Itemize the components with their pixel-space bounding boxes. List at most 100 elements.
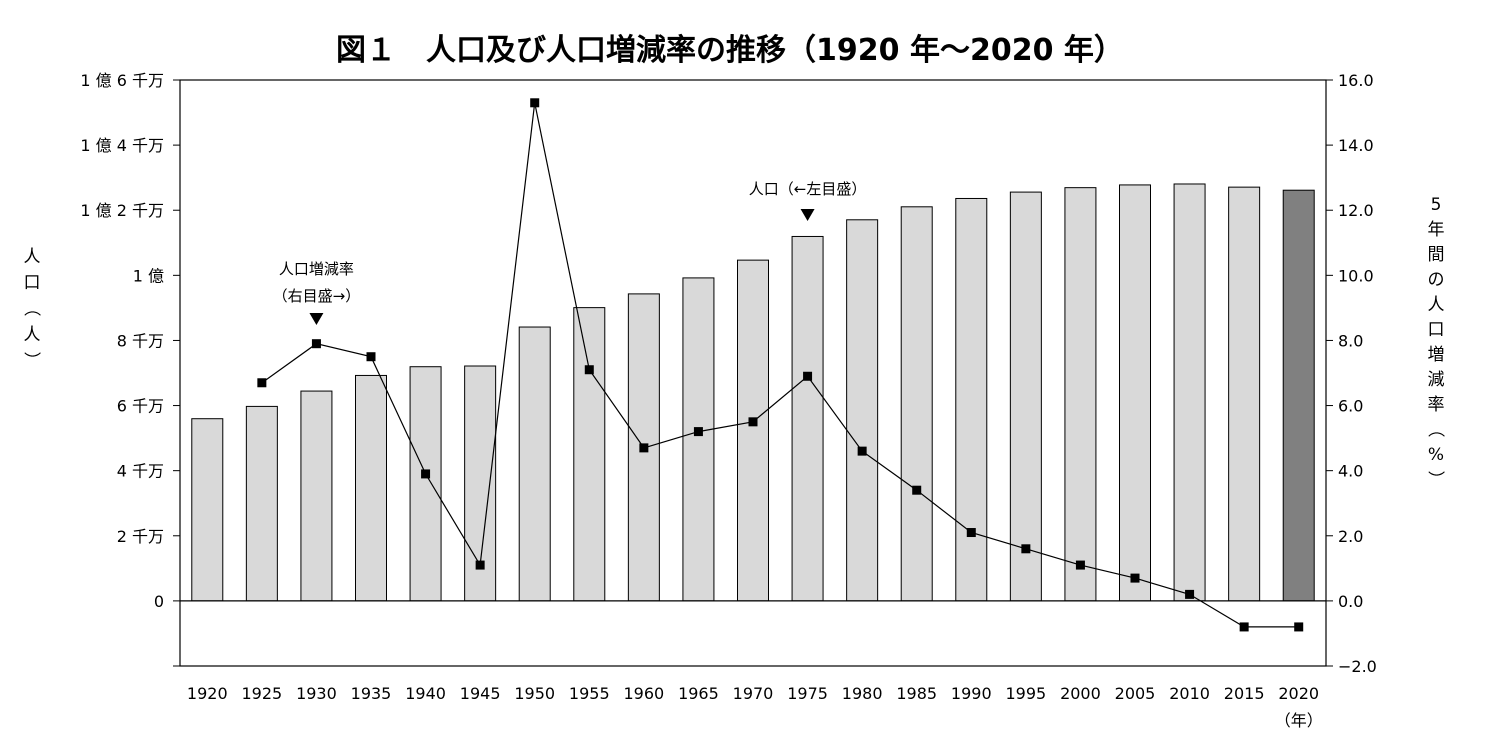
left-axis-label-char: 人 <box>24 247 41 267</box>
rate-point-1940 <box>421 469 431 479</box>
x-tick-label-1985: 1985 <box>896 684 937 703</box>
x-tick-label-1995: 1995 <box>1005 684 1046 703</box>
right-tick-label: 14.0 <box>1338 136 1374 155</box>
bar-1955 <box>573 307 606 602</box>
rate-point-1930 <box>311 339 321 349</box>
x-tick-label-1920: 1920 <box>187 684 228 703</box>
right-tick-label: 8.0 <box>1338 331 1363 350</box>
left-tick-label: 1 億 4 千万 <box>80 136 164 155</box>
right-axis-label-char: 5 <box>1431 195 1442 215</box>
annotation-pop-arrow <box>800 209 815 221</box>
chart-title: 図１ 人口及び人口増減率の推移（1920 年～2020 年） <box>336 33 1124 68</box>
rate-point-2000 <box>1075 560 1085 570</box>
left-tick-label: 6 千万 <box>117 397 164 416</box>
right-tick-label: 0.0 <box>1338 592 1363 611</box>
left-tick-label: 1 億 <box>133 266 164 285</box>
left-axis-label-char: ） <box>21 352 41 369</box>
rate-point-1970 <box>748 417 758 427</box>
right-axis-label-char: 減 <box>1428 370 1445 390</box>
rate-point-1980 <box>857 446 867 456</box>
bar-1975 <box>791 235 824 602</box>
right-axis-label-char: 間 <box>1428 245 1445 265</box>
rate-point-1960 <box>639 443 649 453</box>
bar-1990 <box>955 197 988 602</box>
rate-point-1925 <box>257 378 267 388</box>
bar-1925 <box>245 405 278 602</box>
x-tick-label-1975: 1975 <box>787 684 828 703</box>
right-tick-label: 4.0 <box>1338 462 1363 481</box>
right-axis-label-char: % <box>1428 445 1444 465</box>
bar-1980 <box>846 219 879 602</box>
x-tick-label-1955: 1955 <box>569 684 610 703</box>
x-tick-label-2000: 2000 <box>1060 684 1101 703</box>
right-axis-label-char: の <box>1428 270 1445 290</box>
x-tick-label-1935: 1935 <box>351 684 392 703</box>
annotation-rate-line1: 人口増減率 <box>279 260 354 278</box>
bar-1970 <box>737 259 769 602</box>
rate-point-2010 <box>1185 589 1195 599</box>
growth-rate-line <box>261 102 1299 628</box>
bar-2000 <box>1064 187 1097 602</box>
bar-1985 <box>900 206 933 602</box>
x-tick-label-1980: 1980 <box>842 684 883 703</box>
left-tick-label: 1 億 6 千万 <box>80 71 164 90</box>
bar-1935 <box>355 374 387 602</box>
x-tick-label-1960: 1960 <box>623 684 664 703</box>
right-tick-label: 12.0 <box>1338 201 1374 220</box>
x-tick-label-1990: 1990 <box>951 684 992 703</box>
bar-1950 <box>518 326 551 602</box>
annotation-pop-line1: 人口（←左目盛） <box>749 180 867 198</box>
plot-frame <box>179 79 1327 667</box>
rate-point-1950 <box>530 98 540 108</box>
x-tick-label-2020: 2020 <box>1278 684 1319 703</box>
right-axis-label-char: ） <box>1425 471 1445 488</box>
x-tick-label-1950: 1950 <box>514 684 555 703</box>
right-axis-label-char: 口 <box>1428 320 1445 340</box>
x-tick-label-1930: 1930 <box>296 684 337 703</box>
right-tick-label: 10.0 <box>1338 266 1374 285</box>
rate-point-1975 <box>803 371 813 381</box>
right-tick-label: 6.0 <box>1338 397 1363 416</box>
annotation-rate-arrow <box>309 313 324 325</box>
rate-point-2015 <box>1239 622 1249 632</box>
bar-1995 <box>1009 191 1042 602</box>
x-tick-label-1945: 1945 <box>460 684 501 703</box>
x-tick-label-2015: 2015 <box>1224 684 1265 703</box>
rate-point-1985 <box>912 485 922 495</box>
x-axis-unit: （年） <box>1275 711 1323 730</box>
rate-point-2005 <box>1130 573 1140 583</box>
x-tick-label-1925: 1925 <box>241 684 282 703</box>
x-tick-label-2005: 2005 <box>1115 684 1156 703</box>
bar-2020 <box>1282 189 1315 602</box>
right-axis-label-char: （ <box>1425 421 1445 438</box>
rate-point-2020 <box>1294 622 1304 632</box>
rate-point-1945 <box>475 560 485 570</box>
right-axis-label-char: 増 <box>1428 345 1445 365</box>
left-tick-label: 2 千万 <box>117 527 164 546</box>
right-axis-label-char: 人 <box>1428 295 1445 315</box>
rate-point-1955 <box>584 365 594 375</box>
right-tick-label: 16.0 <box>1338 71 1374 90</box>
bar-1930 <box>300 390 333 602</box>
bar-1920 <box>191 418 224 602</box>
left-axis-label-char: （ <box>21 300 41 317</box>
plot-area: 0 2 千万 4 千万 6 千万 8 千万 1 億 1 億 2 千万 1 億 4 千万 1 億 … <box>21 71 1445 730</box>
x-tick-label-2010: 2010 <box>1169 684 1210 703</box>
rate-point-1990 <box>966 528 976 538</box>
left-tick-label: 1 億 2 千万 <box>80 201 164 220</box>
left-tick-label: 4 千万 <box>117 462 164 481</box>
left-axis-label-char: 人 <box>24 325 41 345</box>
x-tick-label-1965: 1965 <box>678 684 719 703</box>
right-axis-label-char: 率 <box>1428 395 1445 415</box>
x-tick-label-1940: 1940 <box>405 684 446 703</box>
bar-2010 <box>1173 183 1206 602</box>
rate-point-1935 <box>366 352 376 362</box>
left-axis-label-char: 口 <box>24 273 41 293</box>
bar-1940 <box>409 366 442 602</box>
rate-point-1995 <box>1021 544 1031 554</box>
bar-2015 <box>1228 186 1261 602</box>
annotation-rate-line2: （右目盛→） <box>273 287 361 305</box>
left-tick-label: 0 <box>154 592 164 611</box>
left-tick-label: 8 千万 <box>117 331 164 350</box>
